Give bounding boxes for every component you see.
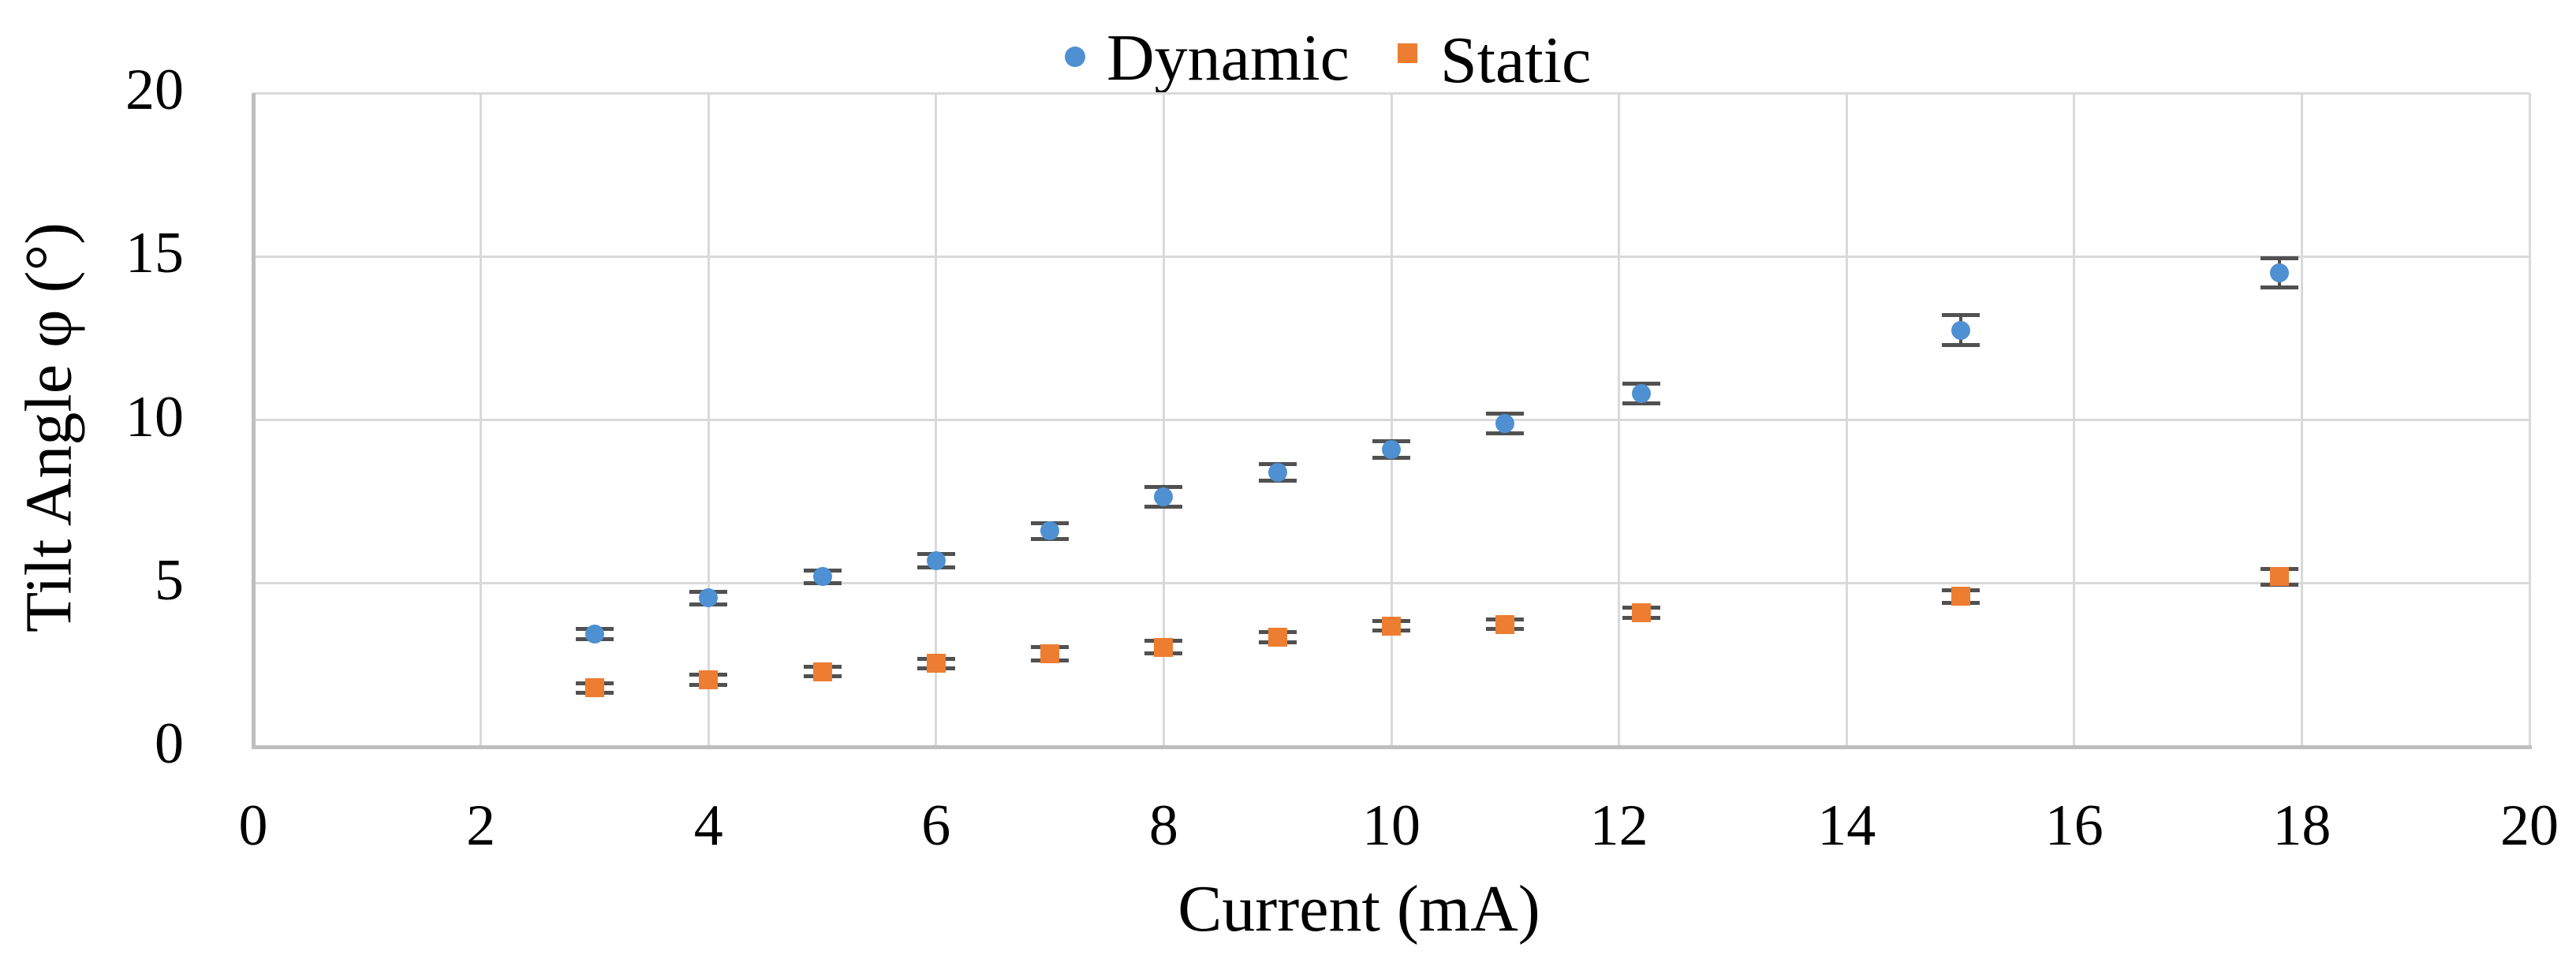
error-bar-cap-top: [2260, 256, 2298, 260]
error-bar-cap-bottom: [2260, 285, 2298, 290]
x-tick-label: 8: [1148, 793, 1178, 858]
y-tick-label: 0: [155, 711, 184, 776]
legend-marker-dynamic-icon: [1065, 47, 1085, 67]
x-tick-label: 20: [2500, 793, 2559, 858]
data-point-static: [1495, 614, 1515, 634]
data-point-dynamic: [1632, 384, 1652, 404]
x-tick-label: 0: [238, 793, 268, 858]
x-tick-label: 18: [2272, 793, 2331, 858]
data-point-dynamic: [812, 567, 832, 587]
data-point-static: [584, 678, 604, 698]
data-point-dynamic: [1495, 413, 1515, 433]
x-tick-label: 14: [1817, 793, 1876, 858]
data-point-static: [926, 654, 946, 673]
legend-marker-static-icon: [1398, 43, 1417, 63]
error-bar-cap-top: [1622, 382, 1661, 386]
y-tick-label: 15: [125, 221, 184, 286]
error-bar-cap-bottom: [1486, 431, 1525, 435]
data-point-dynamic: [1382, 439, 1401, 459]
x-tick-label: 4: [693, 793, 723, 858]
data-point-static: [1040, 644, 1060, 663]
data-point-dynamic: [699, 588, 719, 608]
error-bar-cap-top: [1144, 484, 1183, 489]
x-tick-label: 16: [2044, 793, 2104, 858]
gridline-vertical: [2528, 93, 2531, 747]
data-point-dynamic: [1154, 487, 1174, 506]
y-tick-label: 5: [155, 547, 184, 613]
data-point-dynamic: [2269, 263, 2289, 282]
data-point-dynamic: [1267, 462, 1287, 482]
gridline-horizontal: [253, 419, 2529, 421]
data-point-static: [1632, 603, 1652, 623]
x-tick-label: 6: [921, 793, 951, 858]
data-point-dynamic: [1040, 521, 1060, 541]
gridline-horizontal: [253, 91, 2529, 95]
x-axis-line: [252, 745, 2532, 749]
y-tick-label: 10: [125, 384, 184, 450]
data-point-dynamic: [926, 550, 946, 570]
data-point-static: [812, 662, 832, 681]
data-point-static: [1382, 616, 1401, 636]
legend-label-static: Static: [1440, 24, 1592, 97]
data-point-dynamic: [584, 624, 604, 644]
gridline-horizontal: [253, 582, 2529, 585]
error-bar-cap-bottom: [1144, 504, 1183, 509]
error-bar-cap-top: [1941, 313, 1980, 318]
y-axis-title: Tilt Angle φ (°): [12, 222, 86, 633]
data-point-static: [1951, 587, 1970, 606]
data-point-static: [699, 670, 719, 690]
data-point-static: [1267, 628, 1287, 647]
x-tick-label: 2: [466, 793, 496, 858]
x-tick-label: 10: [1362, 793, 1421, 858]
data-point-static: [1154, 637, 1174, 657]
y-axis-line: [252, 93, 256, 749]
legend-label-dynamic: Dynamic: [1107, 21, 1350, 95]
gridline-horizontal: [253, 255, 2529, 258]
error-bar-cap-bottom: [1622, 401, 1661, 406]
error-bar-cap-bottom: [1941, 342, 1980, 347]
data-point-dynamic: [1951, 320, 1970, 340]
data-point-static: [2269, 567, 2289, 587]
x-tick-label: 12: [1589, 793, 1648, 858]
y-tick-label: 20: [125, 58, 184, 122]
error-bar-cap-top: [1486, 411, 1525, 416]
x-axis-title: Current (mA): [1178, 872, 1540, 946]
